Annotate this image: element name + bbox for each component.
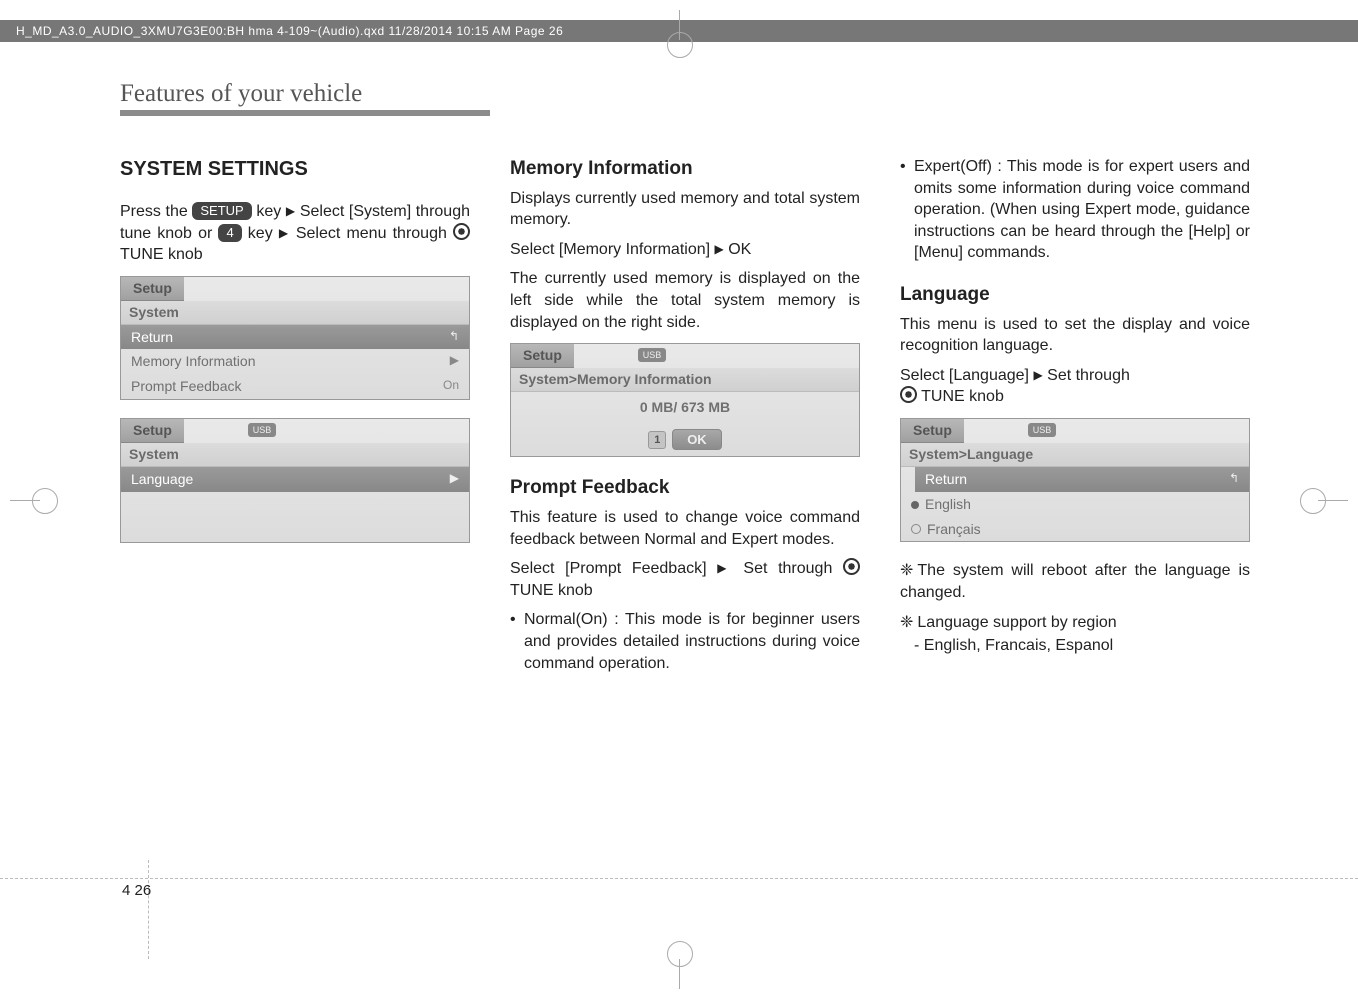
text: key: [248, 225, 273, 242]
ok-button: OK: [672, 429, 722, 451]
menu-label: Memory Information: [131, 352, 255, 371]
bullet-expert: Expert(Off) : This mode is for expert us…: [900, 156, 1250, 264]
body-text: This menu is used to set the display and…: [900, 314, 1250, 357]
tune-knob-icon: [843, 558, 860, 575]
ok-number: 1: [648, 431, 666, 449]
screen-heading: System: [121, 301, 469, 325]
page-footer: 4 26: [122, 882, 151, 899]
menu-label: Prompt Feedback: [131, 377, 242, 396]
ok-row: 1 OK: [511, 423, 859, 457]
chapter-number: 4: [122, 882, 130, 899]
return-icon: ↰: [1229, 470, 1239, 489]
setup-language-screen: Setup USB System Language ▶: [120, 418, 470, 542]
screen-heading: System>Language: [901, 443, 1249, 467]
triangle-icon: ▶: [279, 226, 290, 240]
memory-info-heading: Memory Information: [510, 156, 860, 182]
body-text: Select [Memory Information] ▶ OK: [510, 239, 860, 261]
text: Select [Language]: [900, 367, 1029, 384]
usb-badge: USB: [1028, 423, 1057, 437]
menu-row-prompt: Prompt Feedback On: [121, 374, 469, 399]
text: key: [256, 203, 281, 220]
body-text: The currently used memory is displayed o…: [510, 268, 860, 333]
empty-row: [121, 492, 469, 517]
on-indicator: On: [443, 377, 459, 396]
screen-tab: Setup: [121, 419, 184, 443]
four-key: 4: [218, 224, 241, 242]
screen-tab: Setup: [901, 419, 964, 443]
text: The system will reboot after the languag…: [900, 562, 1250, 601]
arrow-icon: ▶: [450, 470, 459, 489]
text: TUNE knob: [510, 582, 593, 599]
bullet-normal: Normal(On) : This mode is for beginner u…: [510, 609, 860, 674]
crop-mark-right: [1308, 480, 1348, 520]
screen-heading: System: [121, 443, 469, 467]
note-languages-list: - English, Francais, Espanol: [900, 635, 1250, 657]
memory-value: 0 MB/ 673 MB: [511, 392, 859, 423]
language-heading: Language: [900, 282, 1250, 308]
text: OK: [728, 241, 751, 258]
text: Language support by region: [917, 614, 1116, 631]
empty-row: [121, 517, 469, 542]
dashed-line: [148, 860, 149, 959]
usb-badge: USB: [638, 348, 667, 362]
tune-knob-icon: [453, 223, 470, 240]
setup-system-screen: Setup System Return ↰ Memory Information…: [120, 276, 470, 400]
body-text: Displays currently used memory and total…: [510, 188, 860, 231]
text: Select [Prompt Feedback]: [510, 560, 707, 577]
radio-filled-icon: [911, 501, 919, 509]
menu-row-english: English: [901, 492, 1249, 517]
screen-heading: System>Memory Information: [511, 368, 859, 392]
body-text: Select [Prompt Feedback] ▶ Set through T…: [510, 558, 860, 601]
radio-empty-icon: [911, 524, 921, 534]
tune-knob-icon: [900, 386, 917, 403]
snowflake-icon: ❈: [900, 562, 913, 579]
triangle-icon: ▶: [286, 204, 295, 218]
text: TUNE knob: [921, 388, 1004, 405]
menu-row-memory: Memory Information ▶: [121, 349, 469, 374]
screen-tab: Setup: [121, 277, 184, 301]
crop-mark-bottom: [659, 949, 699, 989]
text: TUNE knob: [120, 246, 203, 263]
crop-mark-left: [10, 480, 50, 520]
snowflake-icon: ❈: [900, 614, 913, 631]
screen-tab: Setup: [511, 344, 574, 368]
menu-label: Français: [927, 521, 981, 537]
body-text: This feature is used to change voice com…: [510, 507, 860, 550]
menu-label: Return: [925, 470, 967, 489]
menu-row-return: Return ↰: [121, 325, 469, 350]
intro-paragraph: Press the SETUP key ▶ Select [System] th…: [120, 201, 470, 266]
return-icon: ↰: [449, 328, 459, 347]
setup-key: SETUP: [192, 202, 251, 220]
usb-badge: USB: [248, 423, 277, 437]
menu-label: English: [925, 496, 971, 512]
section-title: Features of your vehicle: [120, 80, 1258, 108]
menu-row-language: Language ▶: [121, 467, 469, 492]
dashed-line: [0, 878, 1358, 879]
language-select-screen: Setup USB System>Language Return ↰ Engli…: [900, 418, 1250, 542]
menu-label: Language: [131, 470, 193, 489]
text: Set through: [743, 560, 843, 577]
text: Select [Memory Information]: [510, 241, 710, 258]
page-number: 26: [135, 882, 152, 899]
text: Select menu through: [296, 225, 453, 242]
section-rule: [120, 110, 490, 116]
menu-row-return: Return ↰: [915, 467, 1249, 492]
note-region: ❈Language support by region: [900, 612, 1250, 634]
arrow-icon: ▶: [450, 352, 459, 371]
text: Set through: [1047, 367, 1130, 384]
text: Press the: [120, 203, 192, 220]
triangle-icon: ▶: [717, 561, 732, 575]
triangle-icon: ▶: [1033, 368, 1042, 382]
triangle-icon: ▶: [715, 242, 724, 256]
crop-mark-top: [659, 10, 699, 50]
menu-row-francais: Français: [901, 517, 1249, 542]
prompt-feedback-heading: Prompt Feedback: [510, 475, 860, 501]
menu-label: Return: [131, 328, 173, 347]
body-text: Select [Language] ▶ Set through TUNE kno…: [900, 365, 1250, 408]
memory-info-screen: Setup USB System>Memory Information 0 MB…: [510, 343, 860, 457]
note-reboot: ❈The system will reboot after the langua…: [900, 560, 1250, 603]
system-settings-heading: SYSTEM SETTINGS: [120, 156, 470, 183]
